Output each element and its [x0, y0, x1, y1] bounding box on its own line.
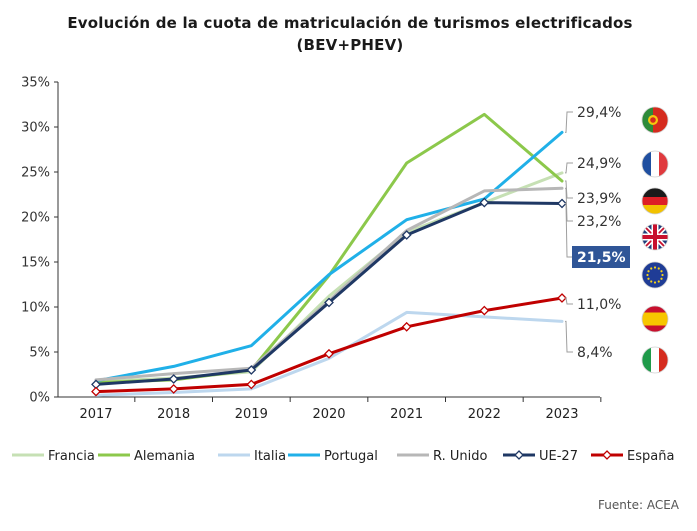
x-tick-label: 2023	[545, 407, 578, 422]
series-line-alemania	[94, 112, 564, 385]
y-tick-label: 20%	[21, 211, 50, 226]
series-line-portugal	[94, 130, 564, 383]
italy-flag-icon	[641, 346, 669, 374]
uk-flag-icon	[641, 223, 669, 251]
legend-label: España	[627, 449, 674, 464]
series-marker-espa-a	[479, 305, 490, 316]
end-label-espa-a: 11,0%	[577, 297, 621, 313]
end-label-ue-27: 21,5%	[577, 250, 626, 266]
series-marker-espa-a	[168, 383, 179, 394]
france-flag-icon	[641, 150, 669, 178]
chart-title: Evolución de la cuota de matriculación d…	[67, 14, 633, 32]
y-tick-label: 5%	[29, 346, 50, 361]
legend-item-espa-a: España	[591, 449, 674, 464]
legend-item-italia: Italia	[218, 449, 286, 464]
leader-line	[565, 320, 573, 353]
leader-line	[565, 162, 573, 174]
legend-label: Alemania	[134, 449, 195, 464]
end-label-portugal: 29,4%	[577, 105, 621, 121]
legend-label: Portugal	[324, 449, 378, 464]
x-tick-label: 2021	[390, 407, 423, 422]
legend-label: R. Unido	[433, 449, 487, 464]
end-label-italia: 8,4%	[577, 345, 613, 361]
x-tick-label: 2018	[157, 407, 190, 422]
axes: 0% 5% 10% 15% 20% 25% 30% 35% 2017 2018 2019 2020 20…	[21, 76, 602, 422]
x-tick-label: 2019	[235, 407, 268, 422]
y-tick-label: 0%	[29, 391, 50, 406]
series-marker-espa-a	[401, 321, 412, 332]
spain-flag-icon	[641, 305, 669, 333]
portugal-flag-icon	[641, 106, 669, 134]
legend-item-ue-27: UE-27	[503, 449, 578, 464]
flag-icons	[641, 106, 669, 374]
germany-flag-icon	[641, 187, 669, 215]
leader-line	[565, 111, 573, 133]
x-tick-label: 2020	[312, 407, 345, 422]
y-tick-label: 15%	[21, 256, 50, 271]
legend: Francia Alemania Italia Portugal R. Unido UE-…	[12, 449, 674, 464]
highlight-box	[572, 246, 630, 268]
legend-marker	[602, 450, 612, 460]
series-marker-espa-a	[246, 379, 257, 390]
y-tick-label: 35%	[21, 76, 50, 91]
chart-subtitle: (BEV+PHEV)	[296, 36, 404, 54]
series-marker-espa-a	[91, 386, 101, 397]
legend-item-portugal: Portugal	[288, 449, 378, 464]
series-marker-ue-27	[168, 374, 179, 384]
series-marker-ue-27	[246, 365, 257, 375]
legend-label: Francia	[48, 449, 95, 464]
series-layer	[91, 112, 567, 397]
legend-marker	[514, 450, 524, 460]
y-tick-label: 25%	[21, 166, 50, 181]
eu-flag-icon	[641, 261, 669, 289]
series-marker-ue-27	[324, 297, 334, 308]
series-marker-ue-27	[401, 230, 412, 240]
source-note: Fuente: ACEA	[598, 498, 679, 512]
end-label-r-unido: 23,2%	[577, 214, 621, 230]
leader-line	[565, 203, 573, 258]
legend-item-r-unido: R. Unido	[397, 449, 487, 464]
x-tick-label: 2022	[468, 407, 501, 422]
legend-label: Italia	[254, 449, 286, 464]
y-tick-label: 10%	[21, 301, 50, 316]
x-tick-label: 2017	[79, 407, 112, 422]
legend-item-alemania: Alemania	[98, 449, 195, 464]
series-marker-espa-a	[324, 348, 334, 359]
end-label-alemania: 23,9%	[577, 191, 621, 207]
end-labels: 29,4% 24,9% 23,9% 23,2% 21,5% 11,0% 8,4%	[565, 105, 630, 361]
end-label-francia: 24,9%	[577, 156, 621, 172]
series-marker-espa-a	[557, 293, 567, 303]
leader-line	[565, 297, 573, 305]
y-tick-label: 30%	[21, 121, 50, 136]
legend-item-francia: Francia	[12, 449, 95, 464]
series-marker-ue-27	[557, 198, 567, 209]
legend-label: UE-27	[539, 449, 578, 464]
series-marker-ue-27	[479, 197, 490, 208]
